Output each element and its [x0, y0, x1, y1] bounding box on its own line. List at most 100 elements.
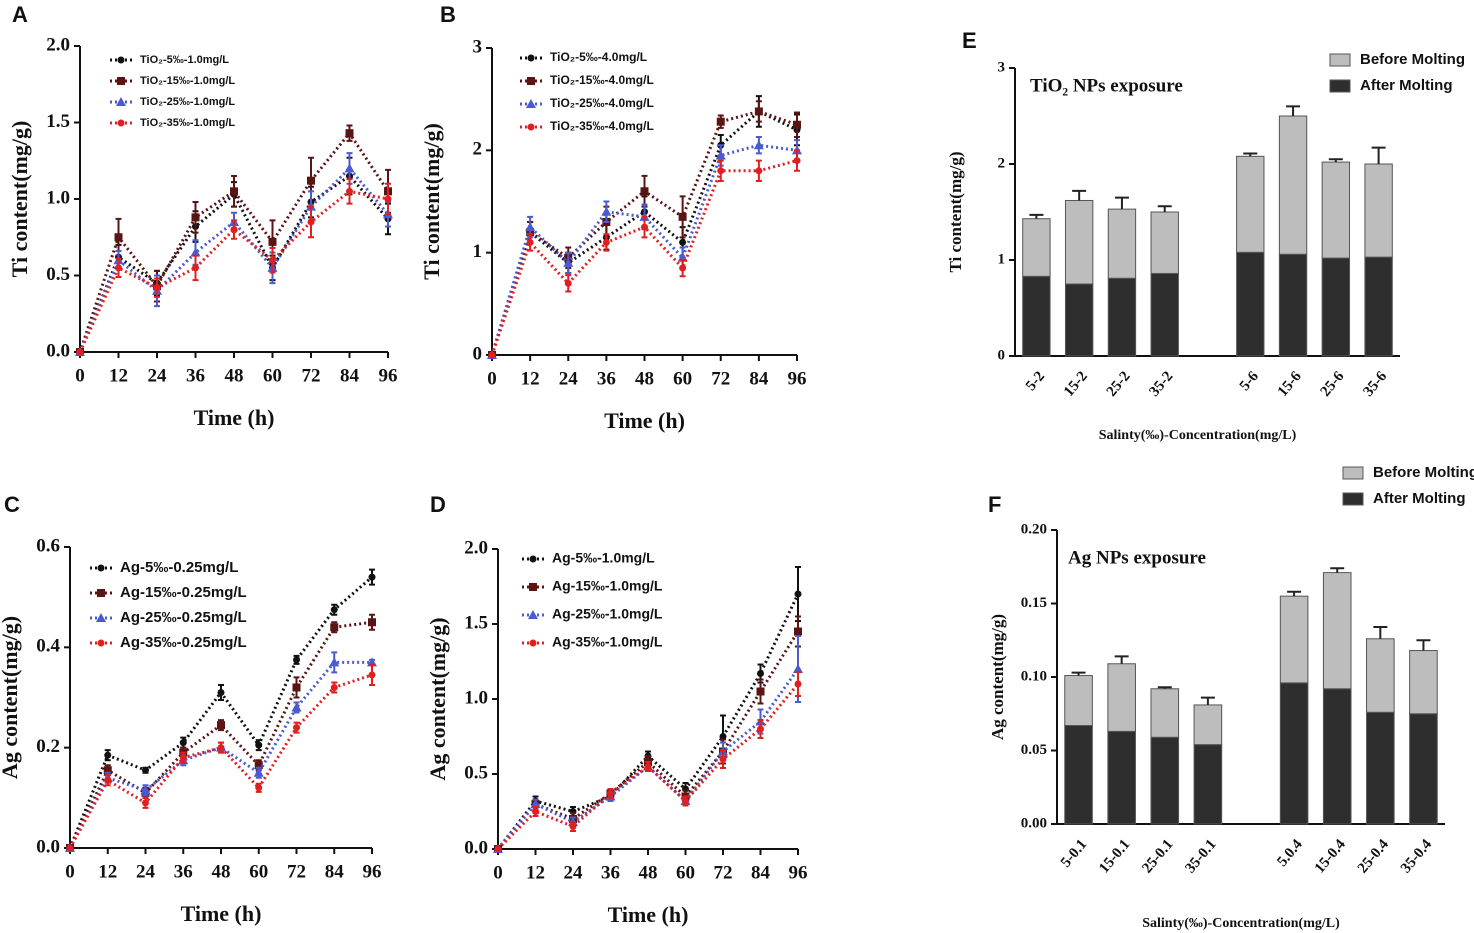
x-tick-label: 5.0.4 [1274, 836, 1306, 870]
bar-segment [1321, 161, 1351, 259]
marker [116, 97, 126, 106]
marker [115, 264, 122, 272]
error-bar [1157, 686, 1172, 689]
marker [268, 237, 277, 246]
marker [719, 755, 727, 763]
marker [601, 206, 612, 216]
marker [368, 671, 376, 679]
marker [192, 264, 199, 272]
marker [191, 213, 200, 222]
x-tick-label: 25-0.1 [1139, 836, 1176, 876]
marker [528, 610, 538, 619]
panel: F Ag content(mg/g) 0.00 0.05 0.10 0.15 0.20 Ag … [988, 464, 1474, 931]
x-tick-label: 25-6 [1318, 368, 1348, 400]
bar-segment [1064, 283, 1094, 357]
marker [255, 784, 263, 792]
bar-segment [1150, 736, 1180, 825]
legend-label: TiO₂-15‰-1.0mg/L [140, 75, 235, 87]
y-tick-label: 1.5 [464, 612, 488, 633]
marker [255, 741, 263, 749]
marker [97, 639, 105, 647]
marker [330, 623, 339, 632]
x-tick-label: 35-2 [1146, 368, 1176, 399]
panel: E Ti content(mg/g) 0 1 2 3 TiO₂ NPs exposure Sa… [946, 28, 1465, 443]
marker [117, 119, 125, 127]
marker [529, 583, 537, 591]
legend-label: Ag-5‰-0.25mg/L [120, 559, 238, 576]
marker [254, 761, 263, 770]
error-bar [1373, 626, 1388, 639]
marker [715, 150, 726, 160]
legend-swatch [1342, 492, 1364, 506]
error-bar [1287, 590, 1302, 597]
marker [793, 120, 801, 129]
marker [526, 99, 536, 108]
marker [793, 157, 801, 165]
error-bar [1114, 196, 1129, 210]
series-line [496, 593, 800, 850]
marker [217, 688, 225, 696]
bar-segment [1150, 272, 1179, 357]
x-tick-label: 12 [98, 861, 117, 882]
series-line [496, 683, 800, 851]
marker [368, 573, 376, 581]
y-axis-label: Ag content(mg/g) [425, 617, 450, 780]
x-tick-label: 5-6 [1237, 368, 1262, 394]
marker [179, 739, 187, 747]
y-tick-label: 0.5 [46, 264, 70, 285]
x-tick-label: 84 [749, 368, 769, 389]
marker [494, 845, 502, 853]
y-tick-label: 0.2 [36, 736, 60, 757]
marker [153, 284, 161, 292]
bar-segment [1279, 682, 1309, 825]
marker [794, 680, 802, 688]
marker [217, 721, 225, 730]
x-tick-label: 48 [225, 365, 244, 386]
y-tick-label: 0.0 [46, 340, 70, 361]
bar-segment [1322, 688, 1352, 825]
legend-swatch [1329, 79, 1351, 93]
series-line [68, 620, 373, 849]
marker [307, 176, 315, 185]
legend-label: Ag-25‰-0.25mg/L [120, 609, 247, 626]
marker [142, 766, 149, 774]
legend-label: Ag-15‰-1.0mg/L [552, 578, 663, 594]
marker [641, 223, 648, 231]
error-bar [1416, 639, 1431, 651]
marker [384, 195, 392, 203]
x-tick-label: 0 [65, 861, 75, 882]
legend-label: After Molting [1360, 77, 1452, 94]
marker [488, 351, 496, 359]
marker [76, 348, 84, 356]
y-tick-label: 3 [998, 59, 1006, 75]
x-tick-label: 15-0.1 [1096, 836, 1133, 876]
legend-label: TiO₂-25‰-1.0mg/L [140, 96, 235, 108]
legend-label: Ag-35‰-0.25mg/L [120, 634, 247, 651]
error-bar [1286, 105, 1301, 116]
x-tick-label: 15-2 [1061, 368, 1091, 399]
bar-segment [1366, 638, 1395, 713]
marker [679, 238, 687, 246]
marker [793, 664, 803, 673]
marker [292, 683, 301, 692]
y-axis-label: Ag content(mg/g) [0, 616, 22, 779]
y-tick-label: 0.0 [464, 837, 488, 858]
legend-label: After Molting [1373, 490, 1465, 507]
marker [757, 670, 764, 677]
y-tick-label: 1.0 [46, 187, 70, 208]
x-tick-label: 35-0.4 [1398, 836, 1435, 876]
legend-swatch [1329, 53, 1351, 67]
series-line [78, 166, 390, 353]
bar-segment [1107, 277, 1137, 357]
marker [678, 212, 687, 221]
y-tick-label: 1.5 [46, 111, 70, 132]
panel-letter: B [440, 2, 456, 27]
marker [329, 657, 340, 667]
marker [117, 56, 125, 64]
marker [330, 683, 338, 691]
bar-segment [1236, 155, 1265, 253]
bar-segment [1107, 730, 1136, 825]
x-tick-label: 24 [559, 368, 579, 389]
x-tick-label: 15-0.4 [1312, 836, 1349, 876]
x-tick-label: 25-0.4 [1355, 836, 1392, 876]
